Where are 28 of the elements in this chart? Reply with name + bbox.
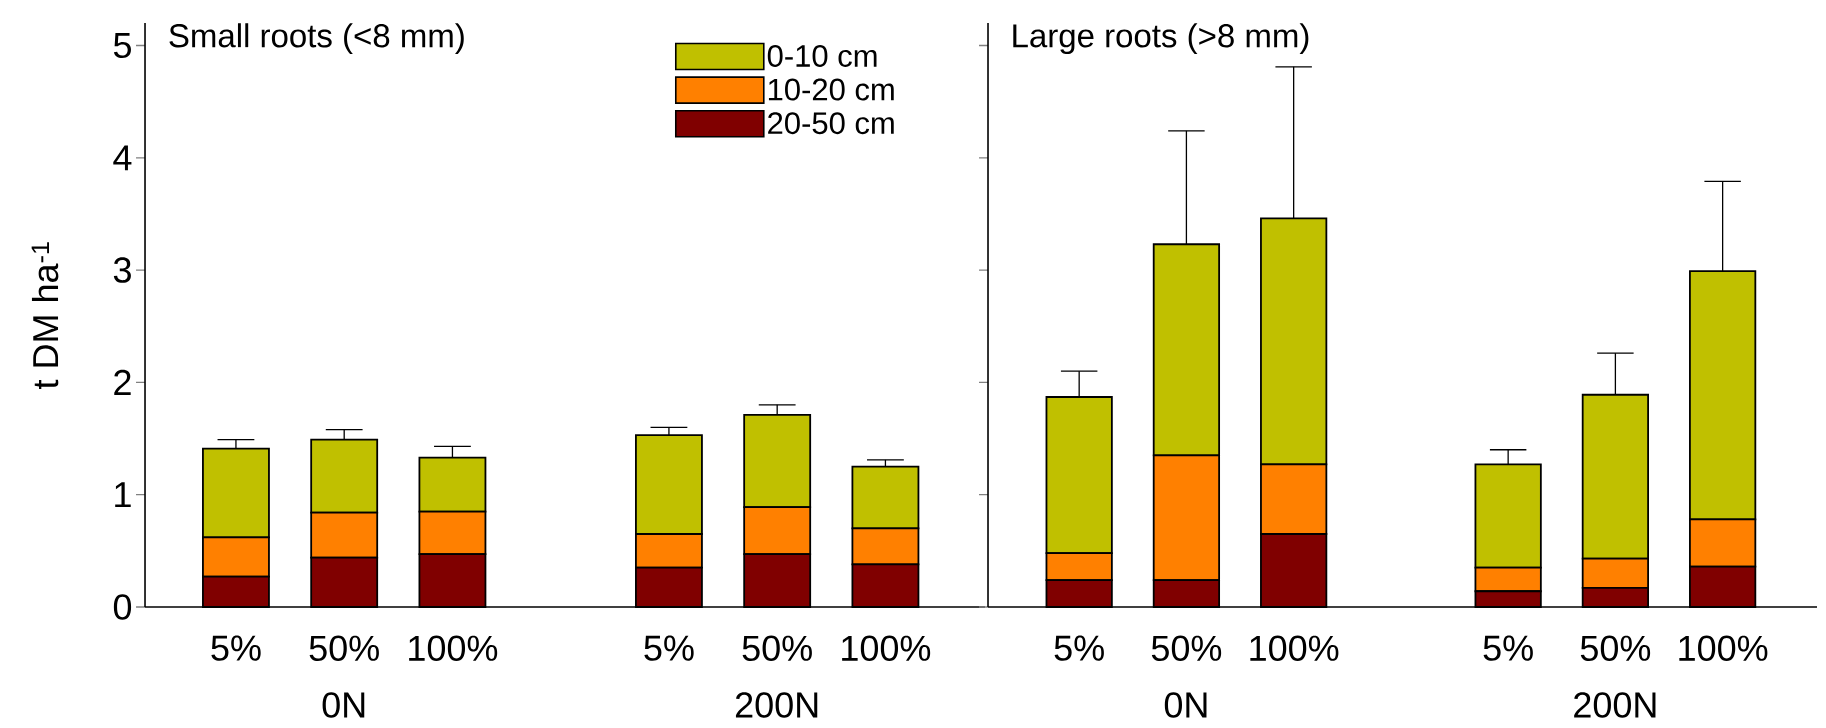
- x-tick-label: 5%: [1483, 635, 1533, 661]
- x-tick-label: 50%: [1580, 635, 1651, 661]
- x-tick-label: 50%: [742, 635, 812, 661]
- x-tick-label: 50%: [1151, 635, 1222, 661]
- legend-label: 10-20 cm: [768, 78, 894, 101]
- text: 0N: [1164, 692, 1207, 718]
- text: 200N: [735, 692, 818, 718]
- legend-label: 20-50 cm: [768, 112, 894, 135]
- x-tick-label: 50%: [309, 635, 379, 661]
- x-tick-label: 5%: [644, 635, 694, 661]
- y-tick-label: 2: [114, 369, 131, 395]
- y-tick-label: 1: [115, 482, 131, 508]
- y-tick-label: 5: [113, 32, 131, 59]
- text: 200N: [1574, 692, 1656, 718]
- x-tick-label: 5%: [1054, 635, 1104, 661]
- x-tick-label: 100%: [1250, 635, 1339, 661]
- y-tick-label: 3: [113, 257, 131, 283]
- x-tick-label: 5%: [211, 635, 261, 661]
- chart-title: Small roots (<8 mm): [169, 23, 464, 54]
- y-tick-label: 4: [113, 145, 132, 171]
- text: 0N: [322, 692, 365, 718]
- chart-title: Large roots (>8 mm): [1013, 23, 1309, 54]
- legend-label: 0-10 cm: [767, 44, 877, 67]
- y-axis-title: t DM ha$^{-1}$: [31, 242, 59, 389]
- x-tick-label: 100%: [842, 635, 931, 661]
- x-tick-label: 100%: [1679, 635, 1768, 661]
- x-tick-label: 100%: [409, 635, 498, 661]
- y-tick-label: 0: [113, 594, 132, 620]
